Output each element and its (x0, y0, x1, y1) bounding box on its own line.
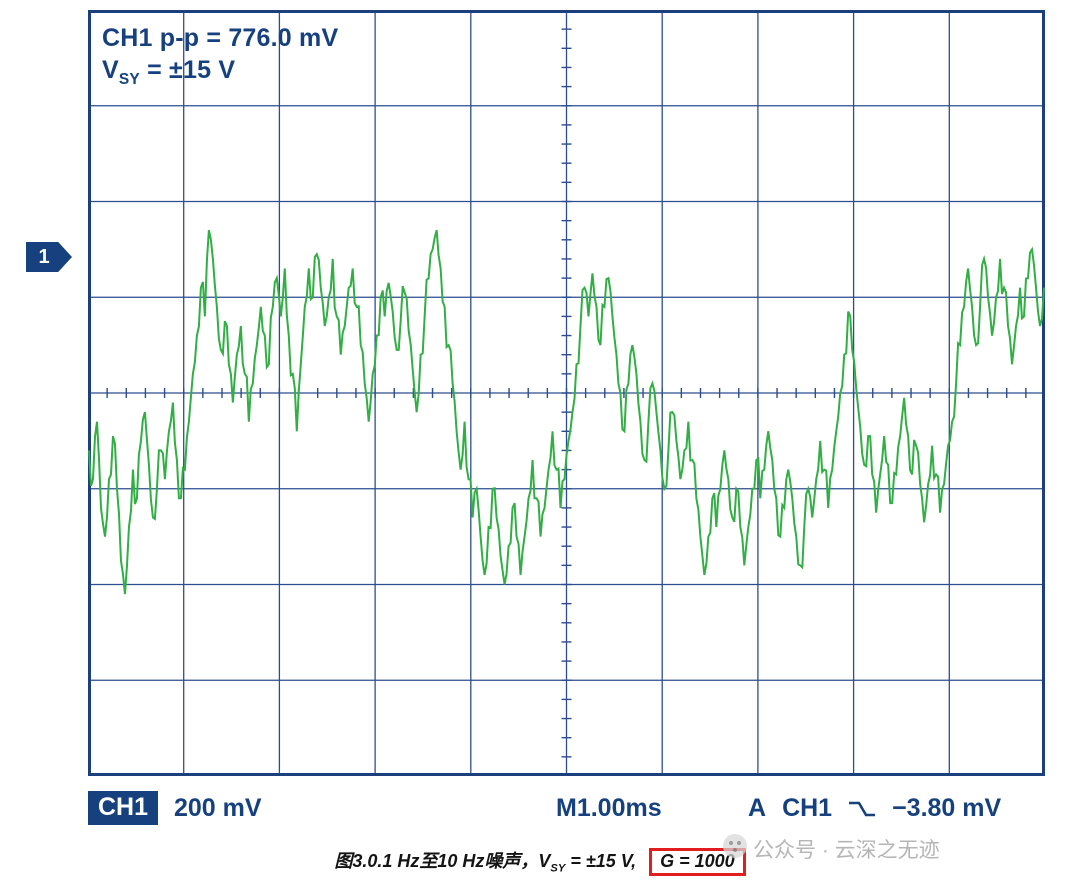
watermark-text: 公众号 · 云深之无迹 (753, 839, 940, 862)
trigger-level-readout: −3.80 mV (892, 794, 1002, 822)
caption-vsy-symbol: V (538, 851, 551, 871)
caption-vsy-value: = ±15 V, (565, 851, 642, 871)
trigger-mode-label: A (748, 794, 767, 822)
scope-annotation: CH1 p-p = 776.0 mV VSY = ±15 V (102, 22, 338, 90)
timebase-readout: M1.00ms (556, 794, 662, 822)
figure-caption: 图3.0.1 Hz至10 Hz噪声，VSY = ±15 V, G = 1000 (0, 847, 1080, 876)
vsy-symbol: V (102, 56, 119, 84)
trigger-source-label: CH1 (782, 794, 833, 822)
scope-plot-svg (88, 10, 1045, 776)
watermark: 公众号 · 云深之无迹 (722, 833, 940, 865)
vsy-value: = ±15 V (139, 56, 236, 84)
annotation-p2p: CH1 p-p = 776.0 mV (102, 24, 339, 52)
channel-1-marker-label: 1 (38, 245, 50, 268)
caption-vsy-subscript: SY (550, 862, 566, 875)
watermark-logo-icon (722, 833, 748, 865)
channel-1-ground-marker: 1 (26, 242, 72, 272)
channel-scale-readout: 200 mV (174, 794, 262, 822)
channel-badge: CH1 (88, 791, 159, 825)
annotation-vsy: VSY = ±15 V (102, 54, 338, 90)
vsy-subscript: SY (118, 71, 140, 88)
scope-graticule: CH1 p-p = 776.0 mV VSY = ±15 V 1 (26, 10, 1045, 776)
caption-figure-text: 图3.0.1 Hz至10 Hz噪声， (334, 851, 539, 871)
gain-highlight-box: G = 1000 (649, 848, 746, 876)
trigger-falling-edge-icon (848, 799, 876, 819)
trigger-readout: A CH1 −3.80 mV (748, 794, 1001, 823)
